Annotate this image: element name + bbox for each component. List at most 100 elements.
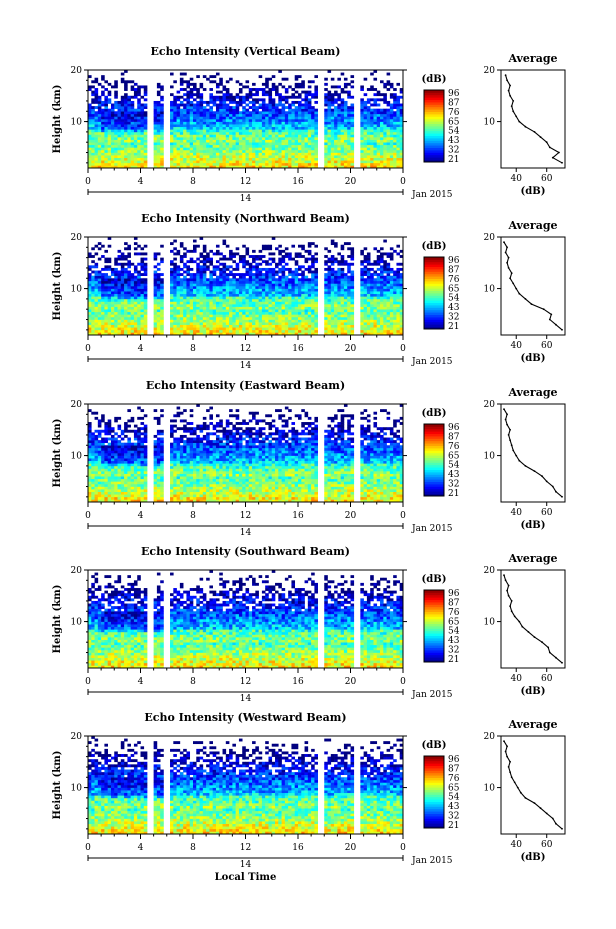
heatmap-cell xyxy=(399,106,404,109)
heatmap-cell xyxy=(261,82,266,86)
heatmap-cell xyxy=(173,311,177,315)
heatmap-cell xyxy=(327,304,332,307)
heatmap-cell xyxy=(127,306,131,310)
heatmap-cell xyxy=(396,98,401,102)
heatmap-cell xyxy=(298,265,302,269)
heatmap-cell xyxy=(334,111,338,115)
heatmap-cell xyxy=(140,267,145,271)
heatmap-cell xyxy=(347,322,351,325)
heatmap-cell xyxy=(219,139,223,143)
heatmap-cell xyxy=(281,121,286,125)
heatmap-cell xyxy=(347,242,351,246)
heatmap-cell xyxy=(94,111,99,115)
heatmap-cell xyxy=(176,332,181,336)
heatmap-cell xyxy=(281,257,286,261)
heatmap-cell xyxy=(199,293,204,297)
heatmap-cell xyxy=(288,119,292,122)
heatmap-cell xyxy=(133,126,138,130)
heatmap-cell xyxy=(219,280,223,284)
heatmap-cell xyxy=(193,103,197,107)
heatmap-cell xyxy=(324,278,328,282)
heatmap-cell xyxy=(294,126,299,130)
heatmap-cell xyxy=(193,311,197,315)
heatmap-cell xyxy=(343,111,348,115)
heatmap-cell xyxy=(153,165,158,169)
heatmap-cell xyxy=(193,244,197,248)
heatmap-cell xyxy=(202,160,207,164)
heatmap-cell xyxy=(291,165,296,169)
heatmap-cell xyxy=(202,322,207,325)
heatmap-cell xyxy=(186,137,191,140)
heatmap-cell xyxy=(196,270,200,274)
heatmap-cell xyxy=(330,283,335,287)
heatmap-cell xyxy=(334,280,338,284)
heatmap-cell xyxy=(304,124,309,128)
heatmap-cell xyxy=(209,262,213,266)
heatmap-cell xyxy=(281,278,286,282)
heatmap-cell xyxy=(97,275,102,279)
heatmap-cell xyxy=(124,106,128,109)
heatmap-cell xyxy=(343,100,348,104)
heatmap-cell xyxy=(330,144,335,148)
heatmap-cell xyxy=(360,100,364,104)
heatmap-cell xyxy=(360,327,364,331)
heatmap-cell xyxy=(130,301,135,305)
heatmap-cell xyxy=(196,319,200,323)
heatmap-cell xyxy=(294,260,299,264)
heatmap-cell xyxy=(363,286,368,289)
heatmap-cell xyxy=(114,309,118,313)
heatmap-cell xyxy=(314,309,318,313)
heatmap-cell xyxy=(170,280,174,284)
heatmap-cell xyxy=(298,121,302,125)
heatmap-cell xyxy=(88,131,92,135)
heatmap-cell xyxy=(281,270,286,274)
heatmap-cell xyxy=(311,291,315,295)
heatmap-cell xyxy=(206,108,210,112)
heatmap-cell xyxy=(196,139,200,143)
heatmap-cell xyxy=(235,103,240,107)
heatmap-cell xyxy=(114,126,118,130)
heatmap-cell xyxy=(235,296,240,300)
heatmap-cell xyxy=(337,108,341,112)
heatmap-cell xyxy=(324,93,328,97)
heatmap-cell xyxy=(114,93,118,97)
heatmap-cell xyxy=(278,244,282,248)
heatmap-cell xyxy=(137,301,141,305)
heatmap-cell xyxy=(298,255,302,258)
heatmap-cell xyxy=(101,293,105,297)
heatmap-cell xyxy=(314,121,318,125)
heatmap-cell xyxy=(265,119,269,122)
heatmap-cell xyxy=(278,100,282,104)
heatmap-cell xyxy=(252,119,256,122)
heatmap-cell xyxy=(311,329,315,333)
heatmap-cell xyxy=(360,316,364,320)
heatmap-cell xyxy=(186,329,191,333)
heatmap-cell xyxy=(304,314,309,318)
heatmap-cell xyxy=(396,160,401,164)
heatmap-cell xyxy=(314,152,318,156)
heatmap-cell xyxy=(179,80,184,84)
heatmap-cell xyxy=(252,82,256,86)
heatmap-cell xyxy=(193,144,197,148)
heatmap-cell xyxy=(186,283,191,287)
heatmap-cell xyxy=(396,147,401,151)
heatmap-cell xyxy=(199,93,204,97)
heatmap-cell xyxy=(294,301,299,305)
heatmap-cell xyxy=(173,160,177,164)
heatmap-cell xyxy=(304,316,309,320)
heatmap-cell xyxy=(343,116,348,120)
heatmap-cell xyxy=(209,80,213,84)
heatmap-cell xyxy=(94,316,99,320)
heatmap-cell xyxy=(268,311,273,315)
heatmap-cell xyxy=(386,162,391,166)
heatmap-cell xyxy=(120,273,125,276)
heatmap-cell xyxy=(196,329,200,333)
heatmap-cell xyxy=(114,162,118,166)
heatmap-cell xyxy=(173,152,177,156)
heatmap-cell xyxy=(363,134,368,138)
heatmap-cell xyxy=(173,332,177,336)
heatmap-cell xyxy=(324,149,328,153)
heatmap-cell xyxy=(156,262,161,266)
heatmap-cell xyxy=(288,329,292,333)
heatmap-cell xyxy=(232,152,236,156)
